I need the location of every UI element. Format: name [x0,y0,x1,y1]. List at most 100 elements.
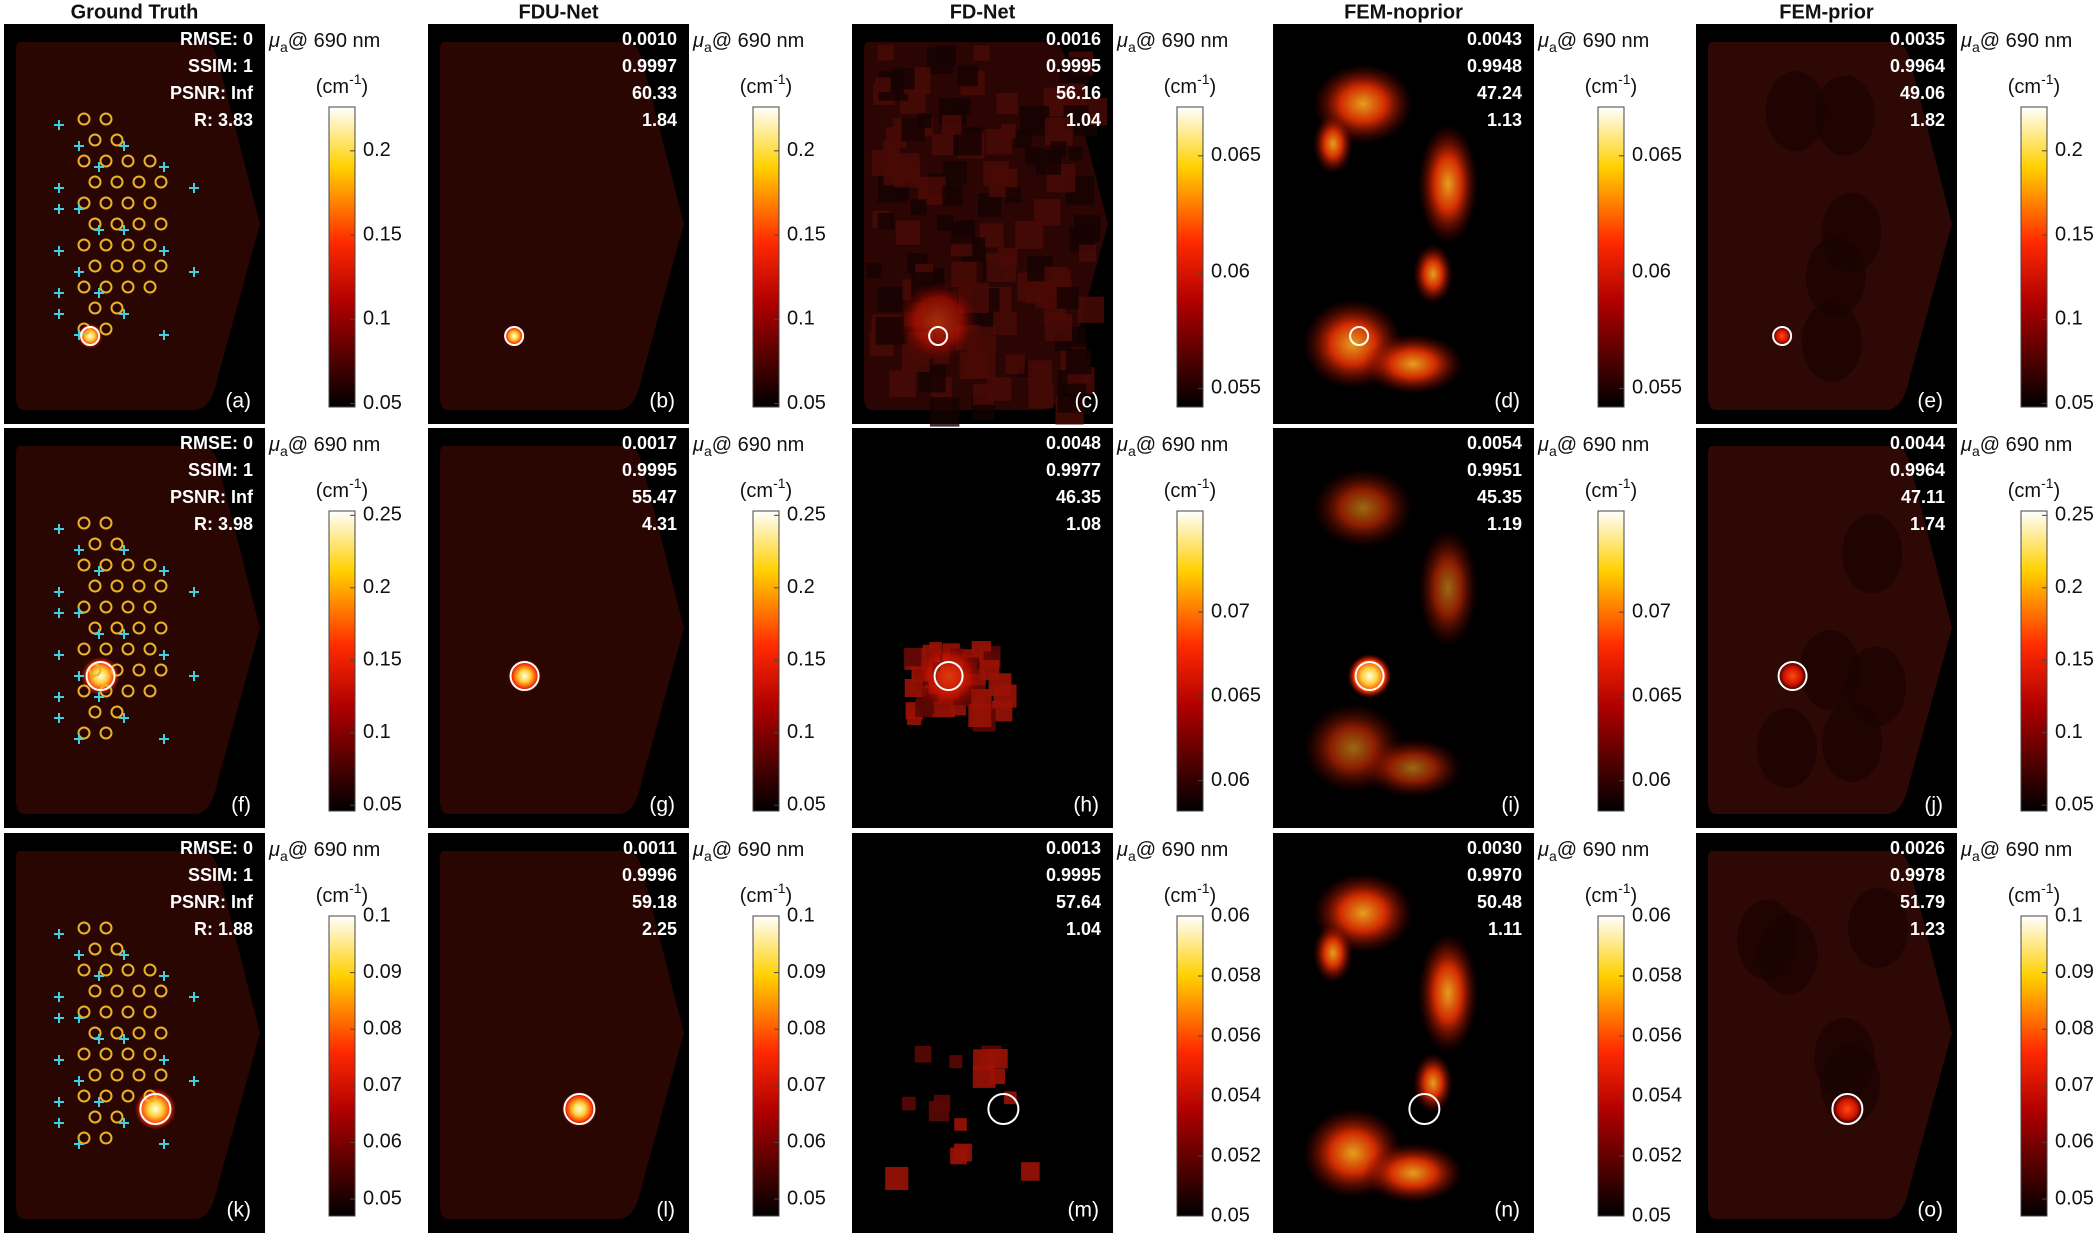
colorbar: μa@ 690 nm (cm-1) 0.05 0.1 0.15 0.2 0.25 [692,434,826,815]
colorbar: μa@ 690 nm (cm-1) 0.05 0.052 0.054 0.056 0.058… [1537,839,1682,1226]
metric: 1.19 [1487,514,1522,534]
unit-base: (cm [740,76,773,98]
colorbar-tick-label: 0.1 [2055,904,2083,926]
colorbar-tick-label: 0.058 [1632,964,1682,986]
unit-base: (cm [316,480,349,502]
reconstruction-image [1303,873,1478,1203]
colorbar-tick-label: 0.065 [1632,685,1682,707]
colorbar-subscript: a [1972,443,1980,459]
unit-base: (cm [1164,480,1197,502]
metric: 51.79 [1900,892,1945,912]
unit-close: ) [362,480,369,502]
unit-close: ) [1210,76,1217,98]
column-title: FD-Net [950,1,1016,23]
colorbar-symbol: μ [1960,434,1972,456]
colorbar-unit: (cm-1) [740,475,792,503]
colorbar: μa@ 690 nm (cm-1) 0.05 0.06 0.07 0.08 0.09 0.1 [1960,839,2094,1217]
colorbar-symbol: μ [1537,30,1549,52]
unit-exponent: -1 [1197,880,1210,896]
unit-close: ) [1631,76,1638,98]
colorbar-text: @ 690 nm [1557,30,1650,52]
panel: 0.0017 0.9995 55.47 4.31 (g) [428,428,689,828]
colorbar-symbol: μ [1116,434,1128,456]
colorbar-label: μa@ 690 nm [1537,839,1649,863]
colorbar-unit: (cm-1) [2008,71,2060,99]
colorbar-text: @ 690 nm [1980,434,2073,456]
colorbar: μa@ 690 nm (cm-1) 0.055 0.06 0.065 [1537,30,1682,408]
colorbar-subscript: a [1128,848,1136,864]
metric: 4.31 [642,514,677,534]
unit-close: ) [786,885,793,907]
metric: 0.0010 [622,29,677,49]
colorbar-tick-label: 0.08 [2055,1017,2094,1039]
colorbar-symbol: μ [268,839,280,861]
colorbar-symbol: μ [268,30,280,52]
colorbar-tick-label: 0.09 [2055,961,2094,983]
colorbar: μa@ 690 nm (cm-1) 0.05 0.06 0.07 0.08 0.09 0.1 [692,839,826,1217]
colorbar-symbol: μ [1116,839,1128,861]
colorbar-tick-label: 0.06 [363,1131,402,1153]
column-title: FEM-noprior [1344,1,1463,23]
panel: 0.0044 0.9964 47.11 1.74 (j) [1696,428,1957,828]
unit-base: (cm [316,885,349,907]
unit-base: (cm [1164,76,1197,98]
colorbar-symbol: μ [268,434,280,456]
panel-label: (k) [227,1199,252,1222]
colorbar-subscript: a [1972,848,1980,864]
panel: RMSE: 0 SSIM: 1 PSNR: Inf R: 3.83 (a) [4,24,265,424]
metric: 0.9995 [1046,56,1101,76]
unit-exponent: -1 [773,475,786,491]
metric: 0.0054 [1467,433,1522,453]
metric: 2.25 [642,919,677,939]
column-title: FDU-Net [519,1,599,23]
colorbar-unit: (cm-1) [1164,71,1216,99]
colorbar-tick-label: 0.06 [1211,260,1250,282]
panel-label: (o) [1917,1199,1943,1222]
unit-exponent: -1 [773,71,786,87]
colorbar-subscript: a [280,39,288,55]
metric: R: 3.83 [194,110,253,130]
metric: 46.35 [1056,487,1101,507]
colorbar-tick-label: 0.1 [2055,308,2083,330]
colorbar: μa@ 690 nm (cm-1) 0.05 0.052 0.054 0.056 0.058… [1116,839,1261,1226]
reconstruction-image [440,42,684,410]
metric: PSNR: Inf [170,487,254,507]
unit-exponent: -1 [2041,71,2054,87]
colorbar-tick-label: 0.1 [2055,721,2083,743]
metric: 0.9951 [1467,460,1522,480]
unit-exponent: -1 [1618,880,1631,896]
unit-base: (cm [740,480,773,502]
panel: 0.0010 0.9997 60.33 1.84 (b) [428,24,689,424]
colorbar-tick-label: 0.06 [787,1131,826,1153]
colorbar: μa@ 690 nm (cm-1) 0.05 0.06 0.07 0.08 0.09 0.1 [268,839,402,1217]
colorbar-tick-label: 0.05 [2055,1187,2094,1209]
colorbar-tick-label: 0.25 [2055,504,2094,526]
metric: SSIM: 1 [188,865,253,885]
metric: 1.74 [1910,514,1945,534]
colorbar-tick-label: 0.052 [1211,1144,1261,1166]
unit-exponent: -1 [349,475,362,491]
panel-label: (m) [1068,1199,1099,1222]
source-detector-markers [54,921,199,1149]
metric: R: 3.98 [194,514,253,534]
metric: 0.0030 [1467,838,1522,858]
colorbar-subscript: a [704,848,712,864]
colorbar-symbol: μ [692,434,704,456]
colorbar-subscript: a [1549,39,1557,55]
colorbar-tick-label: 0.08 [787,1017,826,1039]
metric: PSNR: Inf [170,892,254,912]
metric: 60.33 [632,83,677,103]
colorbar-subscript: a [1128,39,1136,55]
colorbar-tick-label: 0.056 [1632,1024,1682,1046]
colorbar-label: μa@ 690 nm [1537,434,1649,458]
metric: 0.9995 [622,460,677,480]
colorbar-tick-label: 0.07 [1211,600,1250,622]
colorbar-unit: (cm-1) [316,475,368,503]
unit-base: (cm [1585,480,1618,502]
colorbar-tick-label: 0.25 [787,504,826,526]
unit-base: (cm [2008,76,2041,98]
metric: 1.11 [1488,919,1522,939]
unit-base: (cm [1585,76,1618,98]
colorbar-tick-label: 0.055 [1632,377,1682,399]
